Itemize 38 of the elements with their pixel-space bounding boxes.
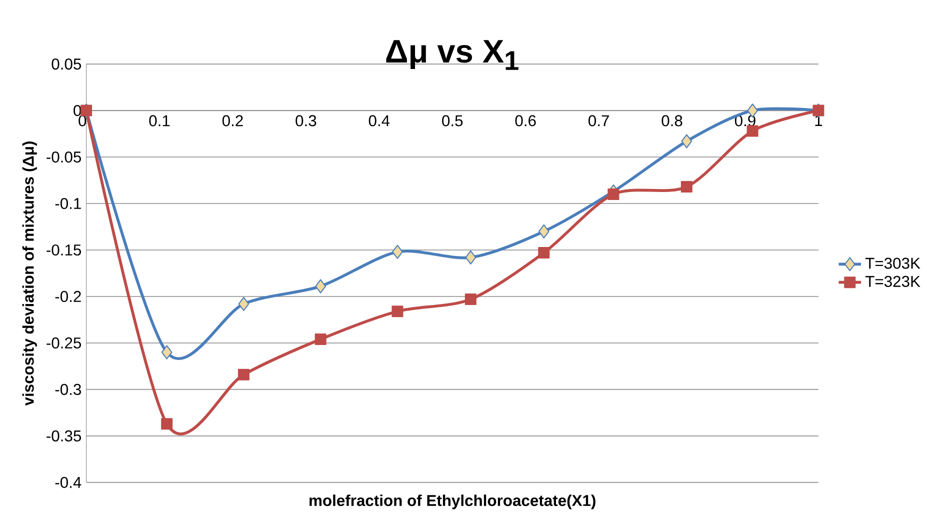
point [538, 224, 550, 238]
x-tick-label: 0.3 [296, 115, 316, 126]
point [681, 134, 692, 148]
y-tick-label: -0.3 [55, 384, 81, 395]
point [392, 306, 404, 318]
point [608, 188, 620, 200]
point [746, 125, 758, 137]
x-axis-title: molefraction of Ethylchloroacetate(X1) [310, 494, 596, 510]
y-tick-label: -0.05 [46, 151, 82, 163]
y-tick-label: -0.4 [55, 476, 82, 488]
point [315, 279, 326, 294]
point [465, 250, 476, 264]
point [238, 296, 250, 311]
legend-label: T=323K [865, 276, 920, 287]
y-tick-label: 0.05 [52, 58, 82, 70]
x-tick-label: 0.6 [515, 115, 536, 126]
point [680, 180, 692, 192]
y-tick-label: -0.2 [55, 290, 81, 302]
point [161, 345, 172, 360]
x-tick-label: 0.1 [149, 115, 170, 126]
x-tick-label: 0.4 [368, 115, 390, 126]
point [238, 368, 250, 380]
point [161, 418, 173, 430]
y-tick-label: -0.1 [55, 198, 81, 210]
point [314, 333, 326, 345]
x-tick-label: 0.8 [662, 115, 682, 126]
y-axis-title: viscosity deviation of mixtures (Δμ) [22, 141, 37, 406]
point [464, 293, 476, 305]
point [392, 244, 403, 259]
y-tick-label: -0.25 [46, 337, 82, 348]
x-tick-label: 0.5 [442, 115, 463, 126]
chart-title: Δμ vs X$_{1}$ [386, 40, 518, 70]
y-tick-label: -0.15 [46, 244, 82, 256]
legend-label: T=303K [865, 258, 920, 269]
x-tick-label: 0.7 [588, 115, 609, 126]
y-tick-label: -0.35 [46, 430, 82, 442]
x-tick-label: 0.2 [222, 115, 243, 126]
point [538, 246, 550, 258]
